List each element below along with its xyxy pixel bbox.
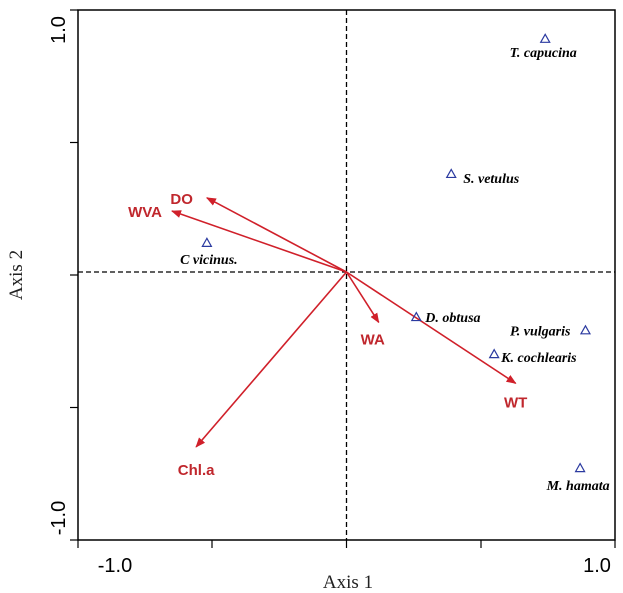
species-marker-p-vulgaris bbox=[579, 324, 591, 335]
species-label-t-capucina: T. capucina bbox=[510, 46, 577, 61]
env-arrow-chl-a bbox=[195, 271, 348, 448]
species-label-d-obtusa: D. obtusa bbox=[424, 311, 480, 326]
species-label-k-cochlearis: K. cochlearis bbox=[500, 351, 577, 366]
species-marker-k-cochlearis bbox=[488, 348, 500, 359]
env-arrow-wt bbox=[346, 271, 517, 384]
env-label-wva: WVA bbox=[128, 204, 162, 221]
x-tick-label-min: -1.0 bbox=[98, 555, 132, 577]
species-marker-t-capucina bbox=[539, 33, 551, 43]
env-arrow-wva bbox=[171, 210, 347, 273]
x-axis-title: Axis 1 bbox=[323, 572, 373, 593]
env-label-do: DO bbox=[170, 191, 193, 208]
species-label-m-hamata: M. hamata bbox=[546, 479, 610, 494]
species-marker-s-vetulus bbox=[445, 168, 457, 179]
species-label-c-vicinus: C vicinus. bbox=[180, 253, 238, 268]
species-marker-m-hamata bbox=[574, 462, 586, 473]
species-label-s-vetulus: S. vetulus bbox=[463, 172, 520, 187]
species-marker-c-vicinus bbox=[201, 237, 213, 247]
y-tick-label-max: 1.0 bbox=[48, 16, 70, 44]
env-arrow-wa bbox=[345, 271, 380, 324]
env-label-chl-a: Chl.a bbox=[178, 462, 215, 479]
env-label-wa: WA bbox=[361, 331, 385, 348]
species-points: T. capucina S. vetulus C vicinus. D. obtusa… bbox=[180, 33, 610, 494]
species-label-p-vulgaris: P. vulgaris bbox=[510, 324, 571, 339]
env-arrow-do bbox=[205, 197, 347, 273]
y-axis-title: Axis 2 bbox=[6, 250, 27, 300]
tick-marks bbox=[70, 9, 616, 548]
env-label-wt: WT bbox=[504, 394, 527, 411]
environment-arrows: DO WVA WA WT Chl.a bbox=[128, 191, 527, 479]
x-tick-label-max: 1.0 bbox=[583, 555, 611, 577]
y-tick-label-min: -1.0 bbox=[48, 501, 70, 535]
species-marker-d-obtusa bbox=[410, 311, 422, 322]
